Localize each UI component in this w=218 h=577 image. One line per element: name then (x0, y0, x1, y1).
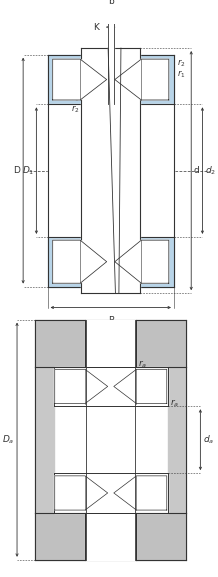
Polygon shape (48, 55, 174, 104)
Polygon shape (54, 473, 168, 513)
Polygon shape (48, 237, 174, 287)
Text: b: b (108, 0, 114, 6)
Polygon shape (54, 366, 168, 406)
Polygon shape (35, 320, 186, 366)
Text: $d_a$: $d_a$ (203, 433, 215, 446)
Polygon shape (53, 240, 107, 283)
Text: $r_1$: $r_1$ (71, 92, 79, 103)
Polygon shape (35, 513, 186, 560)
Text: d: d (194, 166, 199, 175)
Text: $D_a$: $D_a$ (2, 433, 14, 446)
Text: $d_2$: $d_2$ (205, 164, 216, 177)
Polygon shape (114, 476, 167, 510)
Polygon shape (85, 320, 136, 366)
Polygon shape (114, 369, 167, 403)
Text: $r_2$: $r_2$ (71, 103, 79, 115)
Text: $r_1$: $r_1$ (177, 68, 186, 80)
Polygon shape (48, 104, 174, 237)
Text: D: D (13, 166, 20, 175)
Text: K: K (93, 23, 99, 32)
Polygon shape (115, 59, 169, 100)
Text: $r_2$: $r_2$ (177, 57, 186, 69)
Polygon shape (85, 513, 136, 560)
Polygon shape (168, 366, 186, 513)
Polygon shape (81, 48, 140, 293)
Polygon shape (55, 476, 108, 510)
Polygon shape (115, 240, 169, 283)
Polygon shape (53, 59, 107, 100)
Polygon shape (55, 369, 108, 403)
Text: $D_1$: $D_1$ (22, 164, 34, 177)
Polygon shape (35, 366, 54, 513)
Text: $r_a$: $r_a$ (170, 398, 179, 409)
Text: $r_a$: $r_a$ (138, 358, 147, 369)
Polygon shape (108, 21, 114, 104)
Text: B: B (108, 316, 114, 325)
